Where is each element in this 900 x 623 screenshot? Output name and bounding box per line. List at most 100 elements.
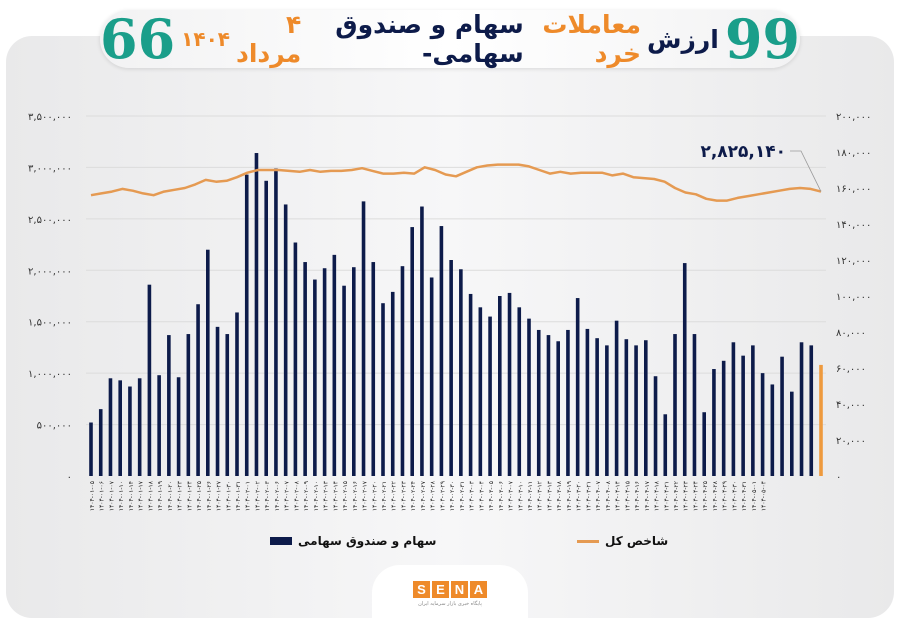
- x-tick-label: ۱۴۰۴-۰۴-۲۳: [683, 480, 690, 511]
- title-part-2: معاملات خرد: [542, 10, 641, 68]
- left-tick-label: ۳,۰۰۰,۰۰۰: [28, 163, 72, 174]
- right-tick-label: ۱۸۰,۰۰۰: [836, 148, 871, 159]
- x-tick-label: ۱۴۰۴-۰۲-۲۱: [381, 481, 388, 511]
- x-tick-label: ۱۴۰۴-۰۴-۱۵: [624, 481, 631, 511]
- bar: [790, 391, 794, 476]
- bar: [653, 376, 658, 476]
- x-tick-label: ۱۴۰۴-۰۴-۲۴: [692, 481, 699, 511]
- bar: [215, 326, 220, 476]
- bar: [507, 292, 512, 476]
- x-tick-label: ۱۴۰۴-۰۳-۱۹: [566, 481, 573, 511]
- x-tick-label: ۱۴۰۴-۰۴-۰۸: [605, 480, 612, 511]
- logo-letter: E: [432, 581, 449, 598]
- bar: [595, 338, 599, 476]
- bar: [400, 266, 405, 476]
- x-tick-label: ۱۴۰۴-۰۳-۱۰: [517, 481, 524, 511]
- x-tick-label: ۱۴۰۴-۰۵-۰۴: [761, 481, 768, 511]
- index-line: [90, 163, 822, 202]
- x-tick-label: ۱۴۰۴-۰۳-۰۷: [508, 480, 515, 511]
- bar: [128, 386, 132, 476]
- left-tick-label: ۱,۵۰۰,۰۰۰: [28, 318, 72, 329]
- left-tick-label: ۲,۵۰۰,۰۰۰: [28, 215, 72, 226]
- title-part-3: سهام و صندوق سهامی-: [335, 10, 524, 68]
- bar: [449, 260, 453, 476]
- bar: [780, 356, 784, 476]
- bar: [264, 180, 268, 477]
- x-tick-label: ۱۴۰۴-۰۱-۳۱: [235, 481, 242, 511]
- logo-letter: S: [413, 581, 430, 598]
- line-series: [90, 163, 822, 202]
- x-tick-label: ۱۴۰۴-۰۲-۲۹: [439, 481, 446, 511]
- x-tick-label: ۱۴۰۴-۰۴-۳۱: [741, 481, 748, 511]
- bar: [721, 360, 726, 476]
- legend-label-bars: سهام و صندوق سهامی: [298, 534, 437, 548]
- right-tick-label: ۲۰۰,۰۰۰: [836, 112, 871, 123]
- bar: [614, 320, 619, 476]
- right-tick-label: ۸۰,۰۰۰: [836, 328, 866, 339]
- bar: [420, 206, 424, 476]
- bar: [566, 329, 570, 476]
- x-tick-label: ۱۴۰۴-۰۱-۲۰: [167, 481, 174, 511]
- bar: [313, 279, 317, 476]
- bar: [624, 339, 629, 476]
- x-tick-label: ۱۴۰۴-۰۲-۰۸: [293, 480, 300, 511]
- x-tick-label: ۱۴۰۴-۰۳-۱۱: [527, 481, 534, 511]
- bar: [809, 345, 814, 476]
- bar: [274, 168, 278, 476]
- legend-swatch-bars: [270, 537, 292, 545]
- x-tick-label: ۱۴۰۴-۰۱-۲۵: [196, 481, 203, 511]
- bar: [819, 364, 823, 476]
- bar: [342, 285, 346, 476]
- right-tick-label: ۱۰۰,۰۰۰: [836, 292, 871, 303]
- left-tick-label: ۲,۰۰۰,۰۰۰: [28, 266, 72, 277]
- x-tick-label: ۱۴۰۴-۰۳-۱۲: [537, 481, 544, 511]
- right-axis-ticks: ۰ ۲۰,۰۰۰ ۴۰,۰۰۰ ۶۰,۰۰۰ ۸۰,۰۰۰ ۱۰۰,۰۰۰ ۱۲۰,۰۰۰ ۱…: [836, 112, 871, 483]
- right-tick-label: ۲۰,۰۰۰: [836, 436, 866, 447]
- bar: [167, 335, 171, 476]
- bar: [459, 269, 463, 476]
- bar: [799, 342, 804, 476]
- x-tick-label: ۱۴۰۴-۰۲-۱۴: [332, 481, 339, 511]
- legend-swatch-line: [577, 539, 599, 543]
- bar: [692, 334, 697, 476]
- legend-item-bars: سهام و صندوق سهامی: [270, 531, 436, 551]
- bar: [108, 378, 113, 476]
- bar: [751, 345, 755, 476]
- bar: [478, 307, 483, 476]
- x-tick-label: ۱۴۰۴-۰۲-۲۴: [410, 481, 417, 511]
- x-tick-label: ۱۴۰۴-۰۲-۲۲: [391, 481, 398, 511]
- right-tick-label: ۶۰,۰۰۰: [836, 364, 866, 375]
- bar: [429, 277, 434, 476]
- bar: [527, 318, 531, 476]
- x-tick-label: ۱۴۰۴-۰۱-۱۸: [147, 480, 154, 511]
- bar: [556, 341, 560, 476]
- x-tick-label: ۱۴۰۴-۰۴-۱۴: [615, 481, 622, 511]
- bar: [322, 268, 327, 476]
- title-date: ۴ مرداد: [235, 10, 302, 68]
- x-tick-label: ۱۴۰۴-۰۴-۲۸: [712, 480, 719, 511]
- x-tick-label: ۱۴۰۴-۰۴-۰۷: [595, 480, 602, 511]
- bar: [439, 226, 444, 476]
- bar: [206, 249, 210, 476]
- left-axis-ticks: ۰ ۵۰۰,۰۰۰ ۱,۰۰۰,۰۰۰ ۱,۵۰۰,۰۰۰ ۲,۰۰۰,۰۰۰ ۲,۵۰۰…: [28, 112, 72, 483]
- x-tick-label: ۱۴۰۴-۰۴-۲۵: [702, 481, 709, 511]
- bar: [634, 345, 638, 476]
- x-tick-label: ۱۴۰۴-۰۳-۰۵: [488, 481, 495, 511]
- bar: [118, 380, 122, 476]
- x-tick-label: ۱۴۰۴-۰۲-۲۳: [400, 480, 407, 511]
- logo-subtitle: پایگاه خبری بازار سرمایه ایران: [418, 601, 482, 607]
- x-tick-label: ۱۴۰۴-۰۱-۱۷: [138, 480, 145, 511]
- bar: [303, 262, 307, 476]
- x-tick-label: ۱۴۰۴-۰۲-۱۳: [323, 480, 330, 511]
- x-tick-label: ۱۴۰۴-۰۴-۱۶: [634, 481, 641, 511]
- close-quote-icon: 66: [100, 7, 176, 71]
- bar: [498, 296, 502, 476]
- bar: [536, 329, 541, 476]
- x-tick-label: ۱۴۰۴-۰۳-۲۱: [585, 481, 592, 511]
- x-tick-label: ۱۴۰۴-۰۱-۲۷: [216, 480, 223, 511]
- x-tick-label: ۱۴۰۴-۰۲-۲۰: [371, 481, 378, 511]
- x-tick-label: ۱۴۰۴-۰۲-۳۱: [459, 481, 466, 511]
- bar: [235, 312, 239, 476]
- bar: [760, 373, 765, 476]
- left-tick-label: ۰: [67, 472, 72, 483]
